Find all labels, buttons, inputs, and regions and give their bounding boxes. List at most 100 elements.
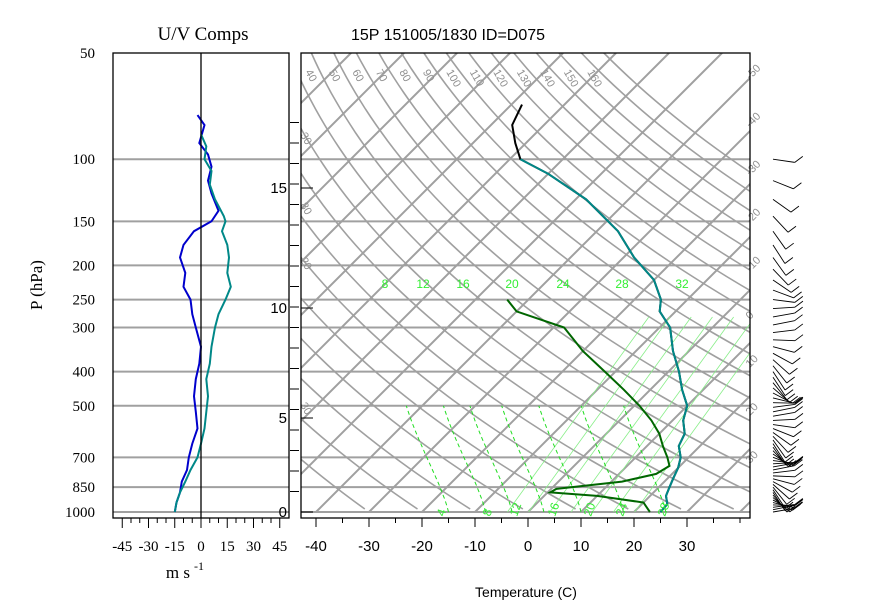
skewt-dry-adiabat <box>400 53 750 355</box>
temperature-tick-label: -40 <box>305 538 327 555</box>
skewt-isotherm <box>793 53 887 512</box>
wind-barb-flag <box>785 242 794 250</box>
wind-barb-staff <box>772 312 795 318</box>
skewt-mixing-ratio-line <box>549 316 692 513</box>
wind-barb-flag <box>794 470 804 478</box>
wind-barb-staff <box>772 484 790 500</box>
uv-series-line <box>173 133 232 513</box>
wind-barb-flag <box>794 156 804 163</box>
mixing-ratio-label: 8 <box>382 277 389 291</box>
skewt-dry-adiabat <box>301 297 576 510</box>
wind-barb-staff <box>772 268 789 286</box>
wind-barb-flag <box>787 278 797 286</box>
mixing-ratio-label: 20 <box>505 277 519 291</box>
height-tick-label: 0 <box>279 504 287 521</box>
dry-adiabat-label: 140 <box>537 68 557 90</box>
uv-x-tick-label: 15 <box>220 539 235 555</box>
wind-barb-flag <box>790 286 800 293</box>
wind-barb-flag <box>794 501 803 509</box>
moist-adiabat-label: 28 <box>655 500 673 518</box>
pressure-tick-label: 300 <box>73 321 96 337</box>
wind-barb-staff <box>772 244 786 264</box>
wind-barb-flag <box>794 459 803 467</box>
wind-barb-flag <box>794 499 804 506</box>
skewt-isotherm <box>580 341 750 513</box>
wind-barb-flag <box>794 463 804 471</box>
dry-adiabat-label: 50 <box>326 68 343 85</box>
wind-barb-staff <box>772 158 795 163</box>
uv-x-tick-label: -30 <box>139 539 159 555</box>
skewt-dry-adiabat <box>558 53 750 212</box>
skewt-dry-adiabat <box>301 214 682 510</box>
skewt-isotherm <box>421 182 750 513</box>
height-tick-label: 10 <box>270 300 287 317</box>
wind-barb-staff <box>772 446 787 466</box>
wind-barb-flag <box>794 306 803 314</box>
wind-barb-flag <box>794 314 803 322</box>
dry-adiabat-label: 40 <box>302 68 319 85</box>
skewt-dry-adiabat <box>301 171 735 510</box>
wind-barb-staff <box>772 376 786 396</box>
skewt-dry-adiabat <box>535 53 750 232</box>
wind-barb-flag <box>792 357 801 365</box>
wind-barb-staff <box>772 469 795 474</box>
moist-adiabat-label: 4 <box>434 507 450 518</box>
pressure-tick-label: 850 <box>73 480 96 496</box>
mixing-ratio-label: 28 <box>615 277 629 291</box>
temperature-axis-label: Temperature (C) <box>475 584 577 600</box>
skewt-isotherm <box>301 53 458 211</box>
wind-barb-staff <box>772 382 788 401</box>
wind-barb-flag <box>789 505 798 513</box>
skewt-dry-adiabat <box>301 417 418 510</box>
wind-barb-staff <box>772 352 793 365</box>
wind-barb-staff <box>772 424 795 429</box>
wind-barb-flag <box>793 346 803 353</box>
dry-adiabat-label: 60 <box>349 68 366 85</box>
temperature-tick-label: 10 <box>573 538 590 555</box>
wind-barb-flag <box>794 421 804 429</box>
wind-barb-staff <box>772 329 795 334</box>
skewt-dry-adiabat <box>301 78 750 469</box>
skewt-plot-frame <box>300 52 751 519</box>
wind-barb-staff <box>772 439 787 459</box>
wind-barb-flag <box>794 412 804 420</box>
wind-barb-staff <box>772 306 795 309</box>
skewt-mixing-ratio-line <box>634 352 750 513</box>
wind-barb-staff <box>772 435 789 453</box>
uv-x-tick-label: 45 <box>272 539 287 555</box>
dry-adiabat-label: 80 <box>396 68 413 85</box>
mixing-ratio-label: 12 <box>416 277 430 291</box>
skewt-mixing-ratio-line <box>591 316 734 513</box>
skewt-dry-adiabat <box>468 53 750 292</box>
right-isotherm-label: -40 <box>744 110 764 130</box>
wind-barb-flag <box>786 376 795 384</box>
skewt-mixing-ratio-line <box>528 316 671 513</box>
right-isotherm-label: -20 <box>744 206 764 226</box>
wind-barb-flag <box>786 497 795 505</box>
dry-adiabat-label: 160 <box>584 68 604 90</box>
pressure-tick-label: 150 <box>73 214 96 230</box>
left-adiabat-label: 30 <box>297 401 314 418</box>
wind-barb-flag <box>793 291 802 299</box>
pressure-tick-label: 250 <box>73 293 96 309</box>
pressure-tick-label: 200 <box>73 258 96 274</box>
skewt-moist-adiabat <box>501 405 545 513</box>
wind-barb-staff <box>772 371 786 391</box>
skewt-dry-adiabat <box>490 53 750 272</box>
skewt-chart-title: 15P 151005/1830 ID=D075 <box>351 27 545 44</box>
moist-adiabat-label: 16 <box>545 500 563 518</box>
wind-barb-staff <box>772 478 795 485</box>
wind-barb-flag <box>789 367 798 375</box>
wind-barb-flag <box>790 438 800 446</box>
wind-barb-staff <box>772 432 792 446</box>
wind-barb-flag <box>784 257 794 264</box>
wind-barb-flag <box>790 460 800 467</box>
dry-adiabat-label: 70 <box>373 68 390 85</box>
skewt-isotherm <box>474 235 750 513</box>
wind-barb-flag <box>792 485 801 493</box>
wind-barb-staff <box>772 428 794 438</box>
wind-barb-flag <box>787 446 797 453</box>
wind-barb-flag <box>786 505 796 513</box>
